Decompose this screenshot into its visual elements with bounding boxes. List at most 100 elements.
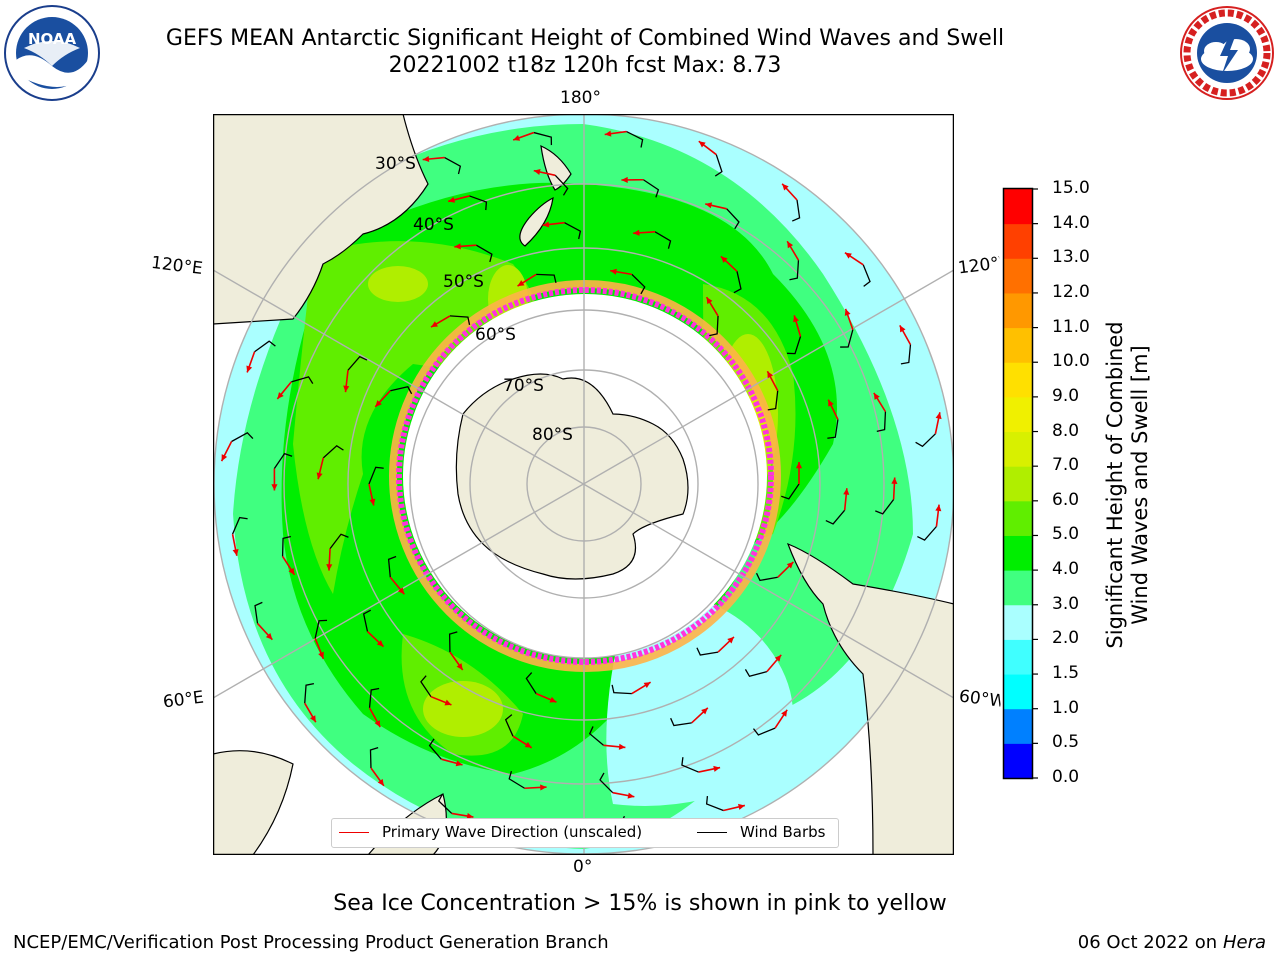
colorbar-segment bbox=[1004, 500, 1032, 536]
colorbar-tick-label: 13.0 bbox=[1052, 247, 1090, 268]
wind-barb bbox=[554, 174, 569, 196]
wind-barb bbox=[362, 609, 372, 632]
colorbar-tick-label: 11.0 bbox=[1052, 316, 1090, 337]
wind-barb bbox=[611, 684, 632, 695]
wave-arrow-head bbox=[221, 454, 228, 462]
wind-barb bbox=[733, 271, 742, 294]
colorbar-segment bbox=[1004, 431, 1032, 467]
wind-barb bbox=[437, 793, 453, 814]
colorbar-tick-label: 10.0 bbox=[1052, 351, 1090, 372]
wave-arrow-head bbox=[844, 252, 852, 259]
wind-barb bbox=[900, 344, 912, 365]
footer-date: 06 Oct 2022 on Hera bbox=[1078, 932, 1266, 953]
colorbar-tick-label: 6.0 bbox=[1052, 489, 1080, 510]
wind-barb bbox=[840, 329, 854, 348]
chart-subtitle: 20221002 t18z 120h fcst Max: 8.73 bbox=[388, 53, 782, 78]
lon-label-60w: 60°W bbox=[957, 686, 1003, 712]
wave-arrow-head bbox=[375, 400, 382, 407]
colorbar-tick-label: 4.0 bbox=[1052, 559, 1080, 580]
wave-arrow-head bbox=[397, 587, 405, 595]
colorbar bbox=[1002, 187, 1038, 780]
wind-barb bbox=[789, 260, 800, 281]
wave-arrow-head bbox=[643, 682, 651, 689]
wind-barb bbox=[681, 757, 699, 773]
wind-barb bbox=[231, 432, 254, 443]
wave-arrow-head bbox=[701, 707, 708, 715]
colorbar-tick-label: 5.0 bbox=[1052, 524, 1080, 545]
wave-arrow-head bbox=[431, 321, 438, 328]
wind-barb bbox=[390, 386, 413, 395]
map-frame bbox=[213, 114, 954, 855]
wind-barb bbox=[469, 195, 488, 211]
wind-barb bbox=[368, 687, 380, 708]
wind-barb bbox=[767, 390, 779, 411]
wave-arrow-head bbox=[843, 488, 850, 495]
wave-arrow-head bbox=[232, 548, 239, 556]
wave-height-map: 30°S 40°S 50°S 60°S 70°S 80°S bbox=[213, 114, 954, 855]
wind-barb bbox=[564, 222, 582, 240]
wave-arrow-head bbox=[795, 462, 803, 469]
wind-barb bbox=[643, 179, 660, 198]
wave-arrow-head bbox=[727, 636, 734, 644]
colorbar-segment bbox=[1004, 396, 1032, 433]
colorbar-segment bbox=[1004, 674, 1032, 710]
footer-branch: NCEP/EMC/Verification Post Processing Pr… bbox=[13, 932, 609, 953]
wave-arrow-head bbox=[781, 709, 788, 717]
wave-arrow-head bbox=[935, 504, 942, 512]
wind-barb bbox=[705, 795, 724, 812]
wave-arrow-head bbox=[705, 202, 713, 209]
wind-barb bbox=[475, 244, 493, 263]
wind-barb bbox=[254, 340, 276, 353]
wave-direction-arrows bbox=[220, 130, 942, 841]
colorbar-tick-label: 14.0 bbox=[1052, 212, 1090, 233]
wind-barb bbox=[917, 526, 937, 541]
wave-arrow-head bbox=[369, 498, 376, 506]
wind-barb bbox=[752, 727, 776, 736]
colorbar-segment bbox=[1004, 743, 1032, 779]
wind-barb bbox=[304, 683, 315, 704]
wind-barb bbox=[525, 672, 537, 694]
wave-arrow-head bbox=[793, 315, 799, 323]
wave-arrow-head bbox=[935, 412, 942, 420]
wind-barb bbox=[781, 483, 800, 500]
legend-barb-label: Wind Barbs bbox=[740, 823, 826, 841]
wave-arrow-head bbox=[533, 169, 541, 175]
colorbar-title-line2: Wind Waves and Swell [m] bbox=[1128, 345, 1152, 625]
wave-arrow-head bbox=[774, 654, 782, 662]
wind-barb bbox=[862, 264, 871, 287]
wind-barb bbox=[368, 466, 384, 485]
wave-arrow-head bbox=[540, 784, 547, 791]
noaa-logo-text: NOAA bbox=[28, 30, 77, 48]
wave-arrow-head bbox=[621, 176, 628, 183]
wind-barb bbox=[420, 675, 432, 698]
wind-barb bbox=[631, 273, 646, 295]
wind-barb bbox=[791, 199, 801, 222]
legend-wave-label: Primary Wave Direction (unscaled) bbox=[382, 823, 643, 841]
colorbar-segment bbox=[1004, 258, 1032, 294]
colorbar-tick-label: 2.0 bbox=[1052, 628, 1080, 649]
noaa-logo: NOAA bbox=[2, 4, 102, 106]
wave-arrow-head bbox=[542, 221, 550, 228]
field-6m-d bbox=[368, 266, 428, 302]
wind-barb bbox=[588, 726, 604, 746]
legend-barb-swatch bbox=[697, 832, 727, 833]
lon-label-120w: 120°W bbox=[956, 253, 1002, 279]
wind-barb bbox=[709, 315, 719, 337]
wind-barb bbox=[599, 772, 614, 794]
wave-arrow-head bbox=[786, 561, 794, 569]
field-6m-b bbox=[423, 681, 503, 737]
wind-barbs bbox=[231, 130, 937, 838]
ice-edge bbox=[396, 287, 774, 665]
colorbar-tick-label: 7.0 bbox=[1052, 455, 1080, 476]
wave-arrow-head bbox=[524, 741, 532, 748]
colorbar-segment bbox=[1004, 604, 1032, 640]
wind-barb bbox=[504, 714, 514, 737]
wave-arrow-head bbox=[309, 715, 316, 723]
wind-barb bbox=[670, 717, 692, 727]
wind-barb bbox=[755, 572, 778, 582]
map-legend: Primary Wave Direction (unscaled) Wind B… bbox=[331, 818, 839, 848]
wind-barb bbox=[508, 771, 525, 789]
wave-arrow-head bbox=[828, 399, 834, 407]
wave-arrow-head bbox=[376, 640, 384, 647]
colorbar-tick-label: 12.0 bbox=[1052, 281, 1090, 302]
